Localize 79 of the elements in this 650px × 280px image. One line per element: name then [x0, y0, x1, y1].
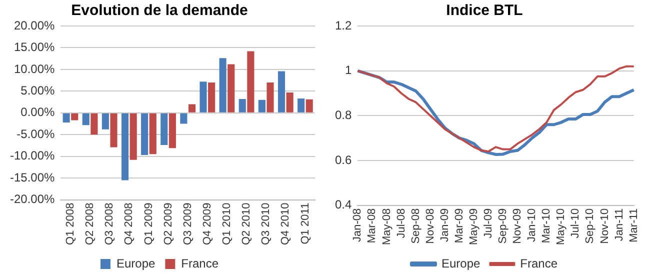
legend-label: Europe — [116, 256, 156, 270]
bar — [71, 113, 78, 120]
bar — [82, 113, 90, 126]
bar — [130, 113, 137, 160]
x-tick-label: Q4 2010 — [280, 202, 292, 245]
bar — [286, 92, 294, 112]
x-tick-label: Mar-11 — [628, 208, 640, 242]
bar — [160, 113, 168, 146]
bar — [200, 82, 207, 112]
bar — [258, 100, 266, 112]
x-tick-label: Mar-10 — [540, 208, 553, 244]
y-tick-label: 5.00% — [20, 83, 56, 98]
y-tick-label: 15.00% — [14, 40, 56, 54]
y-tick-label: 0.00% — [20, 105, 56, 120]
x-tick-label: Q3 2010 — [260, 202, 272, 245]
y-tick-label: 20.00% — [14, 18, 56, 32]
bar — [102, 113, 109, 130]
x-tick-label: Sep-10 — [584, 208, 596, 244]
x-tick-label: Jan-10 — [526, 208, 538, 242]
bar — [90, 113, 98, 135]
bar — [180, 113, 188, 124]
x-tick-label: Jul-09 — [482, 208, 495, 238]
x-tick-label: May-10 — [555, 208, 568, 246]
x-tick-label: Mar-09 — [453, 208, 466, 244]
bar — [278, 71, 286, 112]
bar — [141, 113, 148, 156]
bar — [62, 113, 70, 122]
bar — [266, 82, 274, 112]
x-tick-label: Nov-08 — [424, 208, 436, 244]
bar — [247, 51, 254, 112]
chart-title: Indice BTL — [446, 2, 523, 20]
bar — [228, 64, 235, 112]
x-tick-label: Nov-09 — [512, 208, 524, 244]
x-tick-label: Jan-09 — [438, 208, 451, 242]
y-tick-label: 1.2 — [334, 18, 352, 32]
x-tick-label: Q1 2011 — [299, 202, 312, 244]
y-tick-label: 10.00% — [14, 62, 56, 76]
y-tick-label: -10.00% — [10, 148, 56, 163]
chart-title: Evolution de la demande — [71, 2, 248, 20]
bar — [168, 113, 176, 148]
x-tick-label: Q4 2009 — [201, 202, 214, 245]
x-tick-label: Sep-08 — [410, 208, 422, 244]
bar — [238, 98, 246, 112]
x-tick-label: Q2 2010 — [240, 202, 253, 245]
y-tick-label: 0.6 — [334, 152, 352, 167]
bar — [208, 82, 216, 112]
x-tick-label: Jan-11 — [613, 208, 626, 242]
bar — [149, 113, 156, 154]
x-tick-label: Mar-08 — [366, 208, 378, 244]
x-tick-label: Q2 2009 — [162, 202, 174, 245]
y-tick-label: -20.00% — [10, 192, 56, 206]
y-tick-label: 1 — [344, 63, 352, 78]
x-tick-label: Q1 2009 — [142, 202, 155, 245]
bar — [219, 58, 226, 112]
legend-label: France — [181, 256, 219, 270]
x-tick-label: Jul-08 — [395, 208, 408, 238]
y-tick-label: 0.4 — [334, 198, 352, 212]
bar — [306, 99, 313, 112]
bar — [121, 113, 129, 180]
x-tick-label: Q3 2008 — [104, 202, 116, 245]
x-tick-label: Q4 2008 — [123, 202, 136, 245]
x-tick-label: Q1 2008 — [64, 202, 77, 245]
x-tick-label: Q3 2009 — [182, 202, 194, 245]
y-tick-label: -5.00% — [16, 126, 56, 141]
x-tick-label: Q1 2010 — [221, 202, 234, 245]
y-tick-label: 0.8 — [334, 108, 352, 122]
y-tick-label: -15.00% — [10, 170, 56, 184]
legend-label: France — [520, 256, 558, 270]
legend-label: Europe — [441, 256, 480, 270]
x-tick-label: Jan-08 — [352, 208, 364, 242]
bar — [298, 98, 305, 112]
bar — [188, 104, 196, 112]
x-tick-label: Q2 2008 — [84, 202, 96, 245]
x-tick-label: Jul-10 — [570, 208, 582, 238]
x-tick-label: Nov-10 — [598, 208, 611, 244]
x-tick-label: May-09 — [468, 208, 480, 246]
x-tick-label: Sep-09 — [497, 208, 510, 244]
bar — [110, 113, 118, 148]
x-tick-label: May-08 — [380, 208, 393, 246]
